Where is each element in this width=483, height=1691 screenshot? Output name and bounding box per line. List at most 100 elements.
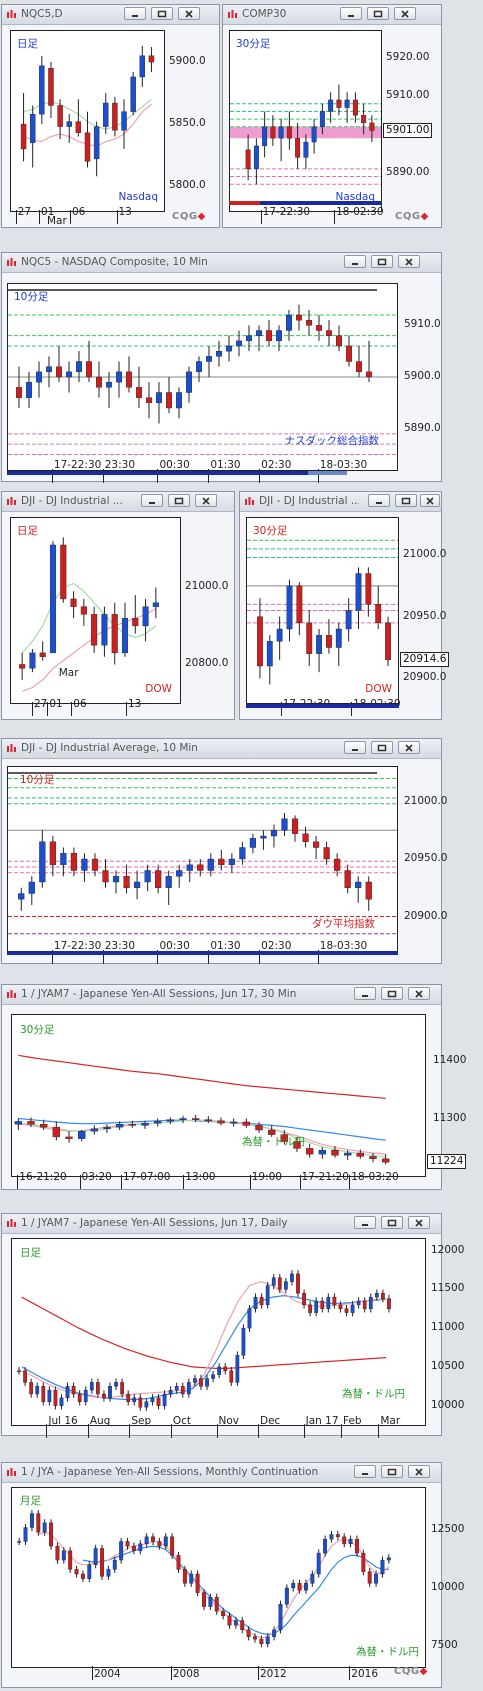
candle-body (326, 330, 332, 336)
close-button[interactable] (394, 7, 416, 20)
close-button[interactable] (195, 494, 217, 507)
candle-body (80, 1573, 85, 1579)
close-button[interactable] (408, 987, 430, 1000)
window-titlebar[interactable]: 1 / JYA - Japanese Yen-All Sessions, Mon… (2, 1463, 441, 1483)
window-titlebar[interactable]: DJI - DJ Industrial ... (2, 492, 234, 512)
candle-body (249, 838, 257, 848)
candle-body (186, 1382, 191, 1395)
y-tick-label: 5910.00 (386, 89, 430, 102)
y-tick-label: 5920.00 (386, 50, 430, 63)
minimize-button[interactable] (344, 255, 366, 268)
candle-body (336, 335, 342, 347)
window-titlebar[interactable]: 1 / JYAM7 - Japanese Yen-All Sessions, J… (2, 985, 441, 1005)
candle-body (286, 126, 292, 139)
price-plot[interactable]: 10分足 ナスダック総合指数 (7, 283, 398, 471)
minimize-button[interactable] (344, 741, 366, 754)
last-price-label: 5901.00 (383, 122, 433, 138)
candle-body (291, 1583, 296, 1589)
minimize-button[interactable] (340, 7, 362, 20)
x-tick-mark (87, 1424, 89, 1438)
maximize-button[interactable] (395, 494, 417, 507)
y-tick-label: 12000 (431, 1243, 465, 1256)
chart-icon (7, 744, 16, 752)
window-title: NQC5 - NASDAQ Composite, 10 Min (21, 256, 208, 268)
minimize-button[interactable] (354, 1216, 376, 1229)
price-plot[interactable]: 30分足 DOW (246, 517, 399, 704)
maximize-button[interactable] (151, 7, 173, 20)
close-icon (405, 743, 413, 752)
candle-body (355, 881, 362, 888)
x-tick-mark (208, 950, 210, 964)
candle-body (36, 1513, 41, 1533)
window-titlebar[interactable]: NQC5,D (2, 5, 219, 25)
moving-average-line (21, 1280, 387, 1399)
minimize-button[interactable] (124, 7, 146, 20)
candle-body (36, 371, 42, 383)
x-tick-mark (121, 1175, 123, 1189)
price-plot[interactable]: 10分足 ダウ平均指数 (7, 766, 398, 952)
candle-body (121, 111, 127, 131)
candle-body (39, 1124, 48, 1128)
minimize-button[interactable] (354, 987, 376, 1000)
minimize-icon (132, 14, 138, 17)
window-title: DJI - DJ Industrial Average, 10 Min (21, 742, 198, 754)
candle-body (141, 1122, 149, 1126)
window-titlebar[interactable]: NQC5 - NASDAQ Composite, 10 Min (2, 253, 441, 273)
minimize-button[interactable] (354, 1465, 376, 1478)
close-button[interactable] (408, 1465, 430, 1478)
candle-body (346, 345, 352, 362)
candle-body (296, 585, 303, 624)
x-tick-label: Aug (89, 1415, 111, 1427)
candle-body (208, 1597, 213, 1607)
window-titlebar[interactable]: DJI - DJ Industrial Average, 10 Min (2, 739, 441, 759)
price-plot[interactable]: 日足 DOW (10, 517, 181, 704)
candle-body (281, 818, 288, 831)
candle-body (303, 141, 309, 158)
window-titlebar[interactable]: 1 / JYAM7 - Japanese Yen-All Sessions, J… (2, 1214, 441, 1234)
x-tick-mark (17, 1175, 19, 1189)
candle-body (205, 1378, 209, 1387)
window-titlebar[interactable]: DJI - DJ Industrial ... (240, 492, 441, 512)
price-plot[interactable]: 日足 為替・ドル円 (11, 1238, 426, 1426)
chart-window-yen-30min: 1 / JYAM7 - Japanese Yen-All Sessions, J… (1, 984, 467, 1190)
candle-body (266, 641, 273, 667)
maximize-button[interactable] (168, 494, 190, 507)
candle-body (87, 1564, 92, 1579)
price-plot[interactable]: 30分足 Nasdaq (229, 30, 382, 212)
candle-body (365, 881, 372, 900)
close-button[interactable] (178, 7, 200, 20)
maximize-button[interactable] (371, 255, 393, 268)
x-tick-mark (157, 469, 159, 483)
window-titlebar[interactable]: COMP30 (223, 5, 441, 25)
price-plot[interactable]: 30分足 為替・ドル円 (11, 1014, 426, 1177)
candle-body (306, 622, 313, 654)
session-bar (7, 471, 309, 475)
maximize-button[interactable] (381, 1465, 403, 1478)
close-button[interactable] (398, 255, 420, 268)
price-plot[interactable]: 日足 Nasdaq (10, 30, 165, 212)
candle-body (255, 1125, 263, 1131)
candlestick-chart (14, 1054, 390, 1165)
candle-body (270, 126, 276, 139)
candle-body (116, 371, 122, 383)
y-tick-label: 12500 (431, 1522, 465, 1535)
maximize-icon (157, 10, 167, 17)
minimize-icon (362, 1223, 368, 1226)
candle-body (195, 1573, 200, 1593)
price-plot[interactable]: 月足 為替・ドル円 (11, 1487, 426, 1668)
minimize-button[interactable] (368, 494, 390, 507)
candle-body (106, 381, 112, 388)
y-tick-label: 5900.0 (404, 370, 441, 382)
maximize-button[interactable] (381, 987, 403, 1000)
candle-body (277, 1277, 282, 1290)
close-button[interactable] (408, 1216, 430, 1229)
close-button[interactable] (420, 494, 440, 507)
close-button[interactable] (398, 741, 420, 754)
maximize-button[interactable] (381, 1216, 403, 1229)
maximize-icon (373, 10, 383, 17)
minimize-button[interactable] (141, 494, 163, 507)
candle-body (375, 604, 382, 624)
maximize-button[interactable] (367, 7, 389, 20)
maximize-button[interactable] (371, 741, 393, 754)
candle-body (165, 876, 172, 888)
